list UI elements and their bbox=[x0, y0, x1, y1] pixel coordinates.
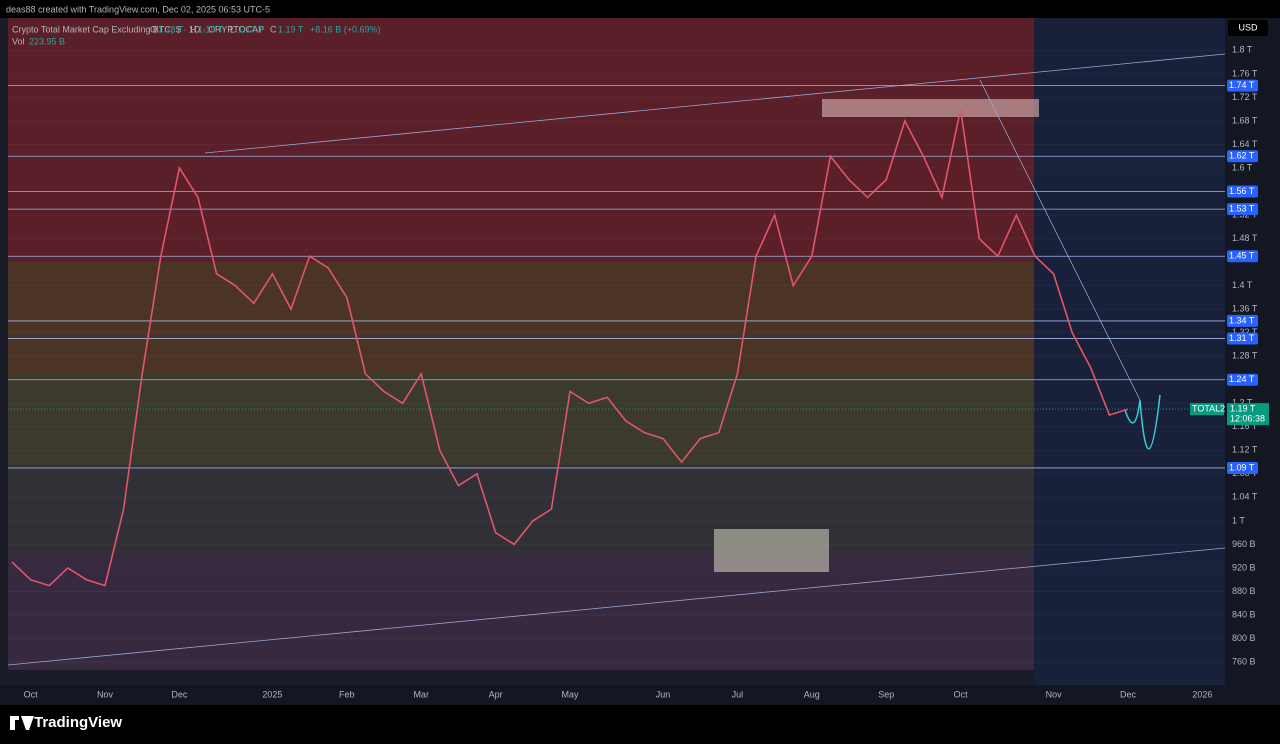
x-tick-label: Nov bbox=[97, 689, 114, 699]
y-tick-label: 960 B bbox=[1232, 539, 1256, 549]
x-tick-label: Sep bbox=[878, 689, 894, 699]
x-tick-label: 2025 bbox=[262, 689, 282, 699]
x-tick-label: May bbox=[561, 689, 579, 699]
zone-gray bbox=[8, 465, 1034, 555]
level-box bbox=[1227, 314, 1258, 327]
trend-line bbox=[204, 53, 1226, 154]
zone-olive bbox=[8, 374, 1034, 465]
y-tick-label: 1.76 T bbox=[1232, 68, 1258, 78]
currency[interactable]: USD bbox=[1238, 22, 1258, 32]
x-tick-label: Mar bbox=[413, 689, 429, 699]
y-tick-label: 1.16 T bbox=[1232, 421, 1258, 431]
ohlc-value: 1.18 T bbox=[158, 24, 184, 34]
level-label: 1.34 T bbox=[1229, 315, 1255, 325]
ohlc-value: 1.19 T bbox=[198, 24, 224, 34]
zone-purple bbox=[8, 555, 1034, 670]
y-tick-label: 1.64 T bbox=[1232, 139, 1258, 149]
x-tick-label: Oct bbox=[954, 689, 969, 699]
x-tick-label: Nov bbox=[1046, 689, 1063, 699]
level-box bbox=[1227, 185, 1258, 198]
vol-value: 223.95 B bbox=[29, 36, 65, 46]
y-tick-label: 840 B bbox=[1232, 609, 1256, 619]
y-tick-label: 880 B bbox=[1232, 586, 1256, 596]
x-tick-label: Dec bbox=[171, 689, 188, 699]
y-tick-label: 1.28 T bbox=[1232, 351, 1258, 361]
level-box bbox=[1227, 332, 1258, 345]
footer-logo: TradingView bbox=[34, 714, 122, 731]
level-box bbox=[1227, 461, 1258, 474]
y-tick-label: 1.8 T bbox=[1232, 45, 1253, 55]
box-resistance bbox=[822, 99, 1039, 117]
x-tick-label: Jun bbox=[656, 689, 671, 699]
level-box bbox=[1227, 79, 1258, 92]
y-tick-label: 1.12 T bbox=[1232, 445, 1258, 455]
level-label: 1.74 T bbox=[1229, 80, 1255, 90]
header: deas88 created with TradingView.com, Dec… bbox=[6, 4, 270, 14]
level-label: 1.53 T bbox=[1229, 204, 1255, 214]
level-box bbox=[1227, 250, 1258, 263]
ohlc-value: 1.17 T bbox=[238, 24, 264, 34]
level-box bbox=[1227, 373, 1258, 386]
zone-red bbox=[8, 18, 1034, 262]
x-tick-label: Oct bbox=[24, 689, 39, 699]
vol-label: Vol bbox=[12, 36, 25, 46]
y-tick-label: 800 B bbox=[1232, 633, 1256, 643]
x-tick-label: Jul bbox=[732, 689, 744, 699]
level-label: 1.62 T bbox=[1229, 151, 1255, 161]
zone-future bbox=[1034, 18, 1225, 685]
x-tick-label: 2026 bbox=[1192, 689, 1212, 699]
y-tick-label: 1.68 T bbox=[1232, 115, 1258, 125]
time-axis bbox=[0, 685, 1280, 705]
y-tick-label: 1 T bbox=[1232, 515, 1245, 525]
series-name: TOTAL2 bbox=[1192, 404, 1225, 414]
ohlc-key: O bbox=[150, 24, 157, 34]
price-label: 1.19 T bbox=[1230, 404, 1256, 414]
series-tag bbox=[1190, 403, 1224, 416]
y-tick-label: 1.72 T bbox=[1232, 92, 1258, 102]
level-label: 1.09 T bbox=[1229, 462, 1255, 472]
level-label: 1.45 T bbox=[1229, 251, 1255, 261]
level-box bbox=[1227, 203, 1258, 216]
box-support bbox=[714, 529, 829, 572]
x-tick-label: Aug bbox=[804, 689, 820, 699]
price-line bbox=[11, 109, 1129, 587]
y-tick-label: 1.2 T bbox=[1232, 398, 1253, 408]
y-tick-label: 760 B bbox=[1232, 656, 1256, 666]
level-label: 1.24 T bbox=[1229, 374, 1255, 384]
x-tick-label: Feb bbox=[339, 689, 355, 699]
ohlc-key: L bbox=[230, 24, 235, 34]
y-tick-label: 1.48 T bbox=[1232, 233, 1258, 243]
trend-line bbox=[7, 547, 1226, 666]
y-tick-label: 1.36 T bbox=[1232, 304, 1258, 314]
projection bbox=[1124, 394, 1161, 450]
y-tick-label: 1.6 T bbox=[1232, 162, 1253, 172]
ohlc-value: 1.19 T bbox=[278, 24, 304, 34]
change: +8.16 B (+0.69%) bbox=[310, 24, 381, 34]
ohlc-key: H bbox=[190, 24, 197, 34]
logo-icon bbox=[10, 716, 34, 730]
y-tick-label: 1.32 T bbox=[1232, 327, 1258, 337]
legend-symbol: Crypto Total Market Cap Excluding BTC, $… bbox=[12, 24, 264, 34]
level-label: 1.56 T bbox=[1229, 186, 1255, 196]
price-tag bbox=[1227, 403, 1269, 426]
y-tick-label: 1.04 T bbox=[1232, 492, 1258, 502]
trend-line bbox=[979, 79, 1141, 401]
x-tick-label: Apr bbox=[489, 689, 503, 699]
level-box bbox=[1227, 150, 1258, 163]
level-label: 1.31 T bbox=[1229, 333, 1255, 343]
countdown: 12:06:38 bbox=[1230, 414, 1265, 424]
ohlc-key: C bbox=[270, 24, 277, 34]
y-tick-label: 1.4 T bbox=[1232, 280, 1253, 290]
currency-box[interactable] bbox=[1228, 20, 1268, 36]
x-tick-label: Dec bbox=[1120, 689, 1137, 699]
zone-orange bbox=[8, 262, 1034, 374]
y-tick-label: 920 B bbox=[1232, 562, 1256, 572]
price-axis bbox=[1225, 18, 1280, 685]
